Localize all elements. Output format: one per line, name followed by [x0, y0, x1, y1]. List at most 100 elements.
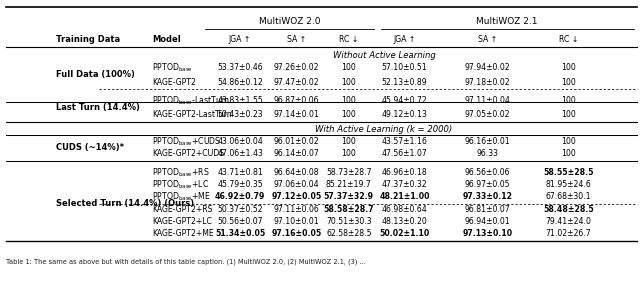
- Text: 58.48±28.5: 58.48±28.5: [543, 205, 594, 215]
- Text: 96.94±0.01: 96.94±0.01: [465, 217, 511, 226]
- Text: 49.12±0.13: 49.12±0.13: [381, 110, 428, 119]
- Text: PPTOD$_{\mathrm{base}}$: PPTOD$_{\mathrm{base}}$: [152, 62, 193, 74]
- Text: KAGE-GPT2+ME: KAGE-GPT2+ME: [152, 229, 214, 238]
- Text: KAGE-GPT2: KAGE-GPT2: [152, 78, 196, 87]
- Text: 100: 100: [341, 63, 356, 72]
- Text: PPTOD$_{\mathrm{base}}$+CUDS: PPTOD$_{\mathrm{base}}$+CUDS: [152, 135, 222, 148]
- Text: PPTOD$_{\mathrm{base}}$+ME: PPTOD$_{\mathrm{base}}$+ME: [152, 190, 211, 203]
- Text: 48.21±1.00: 48.21±1.00: [380, 192, 429, 201]
- Text: 96.16±0.01: 96.16±0.01: [465, 137, 511, 146]
- Text: 57.10±0.51: 57.10±0.51: [381, 63, 428, 72]
- Text: With Active Learning (k = 2000): With Active Learning (k = 2000): [316, 125, 452, 134]
- Text: 96.87±0.06: 96.87±0.06: [273, 96, 319, 105]
- Text: 100: 100: [561, 149, 576, 158]
- Text: 96.01±0.02: 96.01±0.02: [273, 137, 319, 146]
- Text: 96.97±0.05: 96.97±0.05: [465, 180, 511, 189]
- Text: 97.16±0.05: 97.16±0.05: [271, 229, 321, 238]
- Text: 96.56±0.06: 96.56±0.06: [465, 168, 511, 177]
- Text: 50.37±0.52: 50.37±0.52: [217, 205, 263, 215]
- Text: 58.55±28.5: 58.55±28.5: [543, 168, 593, 177]
- Text: 62.58±28.5: 62.58±28.5: [326, 229, 372, 238]
- Text: 47.56±1.07: 47.56±1.07: [381, 149, 428, 158]
- Text: 71.02±26.7: 71.02±26.7: [545, 229, 591, 238]
- Text: Without Active Learning: Without Active Learning: [333, 51, 435, 60]
- Text: 100: 100: [341, 137, 356, 146]
- Text: 54.86±0.12: 54.86±0.12: [217, 78, 263, 87]
- Text: 100: 100: [561, 96, 576, 105]
- Text: PPTOD$_{\mathrm{base}}$+RS: PPTOD$_{\mathrm{base}}$+RS: [152, 166, 210, 179]
- Text: 100: 100: [341, 110, 356, 119]
- Text: Full Data (100%): Full Data (100%): [56, 70, 135, 80]
- Text: 50.56±0.07: 50.56±0.07: [217, 217, 263, 226]
- Text: 97.47±0.02: 97.47±0.02: [273, 78, 319, 87]
- Text: 97.94±0.02: 97.94±0.02: [465, 63, 511, 72]
- Text: 45.79±0.35: 45.79±0.35: [217, 180, 263, 189]
- Text: 46.98±0.64: 46.98±0.64: [381, 205, 428, 215]
- Text: 97.18±0.02: 97.18±0.02: [465, 78, 511, 87]
- Text: 97.14±0.01: 97.14±0.01: [273, 110, 319, 119]
- Text: 100: 100: [561, 137, 576, 146]
- Text: PPTOD$_{\mathrm{base}}$+LC: PPTOD$_{\mathrm{base}}$+LC: [152, 178, 209, 191]
- Text: 50.43±0.23: 50.43±0.23: [217, 110, 263, 119]
- Text: KAGE-GPT2+LC: KAGE-GPT2+LC: [152, 217, 212, 226]
- Text: 97.11±0.04: 97.11±0.04: [465, 96, 511, 105]
- Text: 96.33: 96.33: [477, 149, 499, 158]
- Text: 97.13±0.10: 97.13±0.10: [463, 229, 513, 238]
- Text: 100: 100: [341, 78, 356, 87]
- Text: 43.71±0.81: 43.71±0.81: [217, 168, 263, 177]
- Text: 100: 100: [561, 78, 576, 87]
- Text: 97.06±0.04: 97.06±0.04: [273, 180, 319, 189]
- Text: 96.14±0.07: 96.14±0.07: [273, 149, 319, 158]
- Text: JGA ↑: JGA ↑: [394, 35, 415, 44]
- Text: Last Turn (14.4%): Last Turn (14.4%): [56, 103, 140, 112]
- Text: 46.92±0.79: 46.92±0.79: [215, 192, 265, 201]
- Text: 47.37±0.32: 47.37±0.32: [381, 180, 428, 189]
- Text: JGA ↑: JGA ↑: [229, 35, 251, 44]
- Text: 57.37±32.9: 57.37±32.9: [324, 192, 374, 201]
- Text: RC ↓: RC ↓: [339, 35, 358, 44]
- Text: 97.33±0.12: 97.33±0.12: [463, 192, 513, 201]
- Text: 67.68±30.1: 67.68±30.1: [545, 192, 591, 201]
- Text: MultiWOZ 2.1: MultiWOZ 2.1: [476, 17, 538, 26]
- Text: 100: 100: [341, 96, 356, 105]
- Text: 70.51±30.3: 70.51±30.3: [326, 217, 372, 226]
- Text: 47.06±1.43: 47.06±1.43: [217, 149, 263, 158]
- Text: 53.37±0.46: 53.37±0.46: [217, 63, 263, 72]
- Text: Training Data: Training Data: [56, 35, 120, 44]
- Text: 85.21±19.7: 85.21±19.7: [326, 180, 372, 189]
- Text: 97.10±0.01: 97.10±0.01: [273, 217, 319, 226]
- Text: 50.02±1.10: 50.02±1.10: [380, 229, 429, 238]
- Text: MultiWOZ 2.0: MultiWOZ 2.0: [259, 17, 321, 26]
- Text: CUDS (~14%)*: CUDS (~14%)*: [56, 143, 124, 152]
- Text: 100: 100: [561, 110, 576, 119]
- Text: 96.64±0.08: 96.64±0.08: [273, 168, 319, 177]
- Text: KAGE-GPT2+RS: KAGE-GPT2+RS: [152, 205, 213, 215]
- Text: RC ↓: RC ↓: [559, 35, 578, 44]
- Text: KAGE-GPT2+CUDS: KAGE-GPT2+CUDS: [152, 149, 225, 158]
- Text: Table 1: The same as above but with details of this table caption. (1) MultiWOZ : Table 1: The same as above but with deta…: [6, 259, 366, 265]
- Text: 48.13±0.20: 48.13±0.20: [381, 217, 428, 226]
- Text: 52.13±0.89: 52.13±0.89: [381, 78, 428, 87]
- Text: 81.95±24.6: 81.95±24.6: [545, 180, 591, 189]
- Text: 96.81±0.07: 96.81±0.07: [465, 205, 511, 215]
- Text: 97.26±0.02: 97.26±0.02: [273, 63, 319, 72]
- Text: KAGE-GPT2-LastTurn: KAGE-GPT2-LastTurn: [152, 110, 232, 119]
- Text: 43.06±0.04: 43.06±0.04: [217, 137, 263, 146]
- Text: SA ↑: SA ↑: [287, 35, 306, 44]
- Text: 45.94±0.72: 45.94±0.72: [381, 96, 428, 105]
- Text: SA ↑: SA ↑: [478, 35, 497, 44]
- Text: 51.34±0.05: 51.34±0.05: [215, 229, 265, 238]
- Text: 79.41±24.0: 79.41±24.0: [545, 217, 591, 226]
- Text: 97.11±0.06: 97.11±0.06: [273, 205, 319, 215]
- Text: 43.57±1.16: 43.57±1.16: [381, 137, 428, 146]
- Text: 46.96±0.18: 46.96±0.18: [381, 168, 428, 177]
- Text: PPTOD$_{\mathrm{base}}$-LastTurn: PPTOD$_{\mathrm{base}}$-LastTurn: [152, 94, 230, 107]
- Text: 100: 100: [561, 63, 576, 72]
- Text: 97.12±0.05: 97.12±0.05: [271, 192, 321, 201]
- Text: 58.73±28.7: 58.73±28.7: [326, 168, 372, 177]
- Text: 100: 100: [341, 149, 356, 158]
- Text: Model: Model: [152, 35, 181, 44]
- Text: 43.83±1.55: 43.83±1.55: [217, 96, 263, 105]
- Text: 97.05±0.02: 97.05±0.02: [465, 110, 511, 119]
- Text: Selected Turn (14.4%) (Ours): Selected Turn (14.4%) (Ours): [56, 199, 195, 208]
